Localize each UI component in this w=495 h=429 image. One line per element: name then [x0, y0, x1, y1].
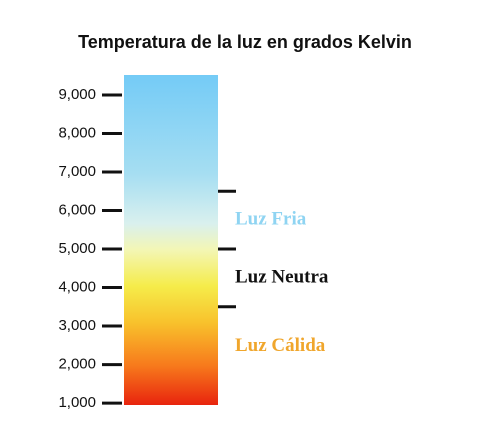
y-tick-label: 9,000: [58, 86, 96, 103]
zone-label: Luz Neutra: [235, 266, 329, 287]
zone-label: Luz Fria: [235, 209, 307, 230]
y-tick-label: 7,000: [58, 163, 96, 180]
y-tick-label: 3,000: [58, 317, 96, 334]
zone-label: Luz Cálida: [235, 335, 326, 356]
y-tick-label: 1,000: [58, 394, 96, 411]
chart-title: Temperatura de la luz en grados Kelvin: [78, 32, 412, 52]
y-tick-label: 8,000: [58, 124, 96, 141]
color-bar: [124, 75, 218, 405]
y-tick-label: 4,000: [58, 279, 96, 296]
y-tick-label: 2,000: [58, 356, 96, 373]
y-tick-label: 6,000: [58, 202, 96, 219]
y-tick-label: 5,000: [58, 240, 96, 257]
